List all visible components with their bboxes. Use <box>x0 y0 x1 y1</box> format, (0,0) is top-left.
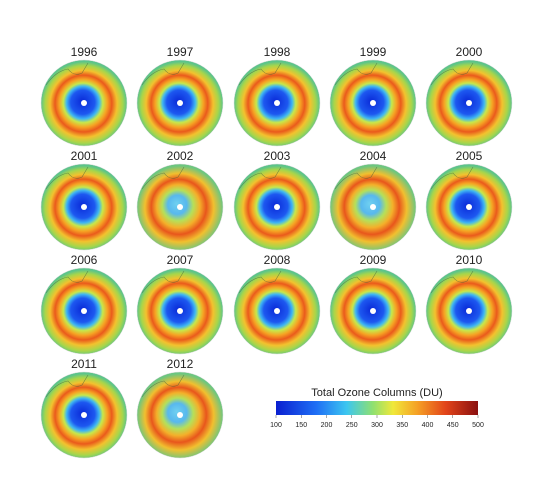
pole-marker <box>370 100 376 106</box>
pole-marker <box>274 204 280 210</box>
map-panel: 1999 <box>329 45 417 147</box>
year-label: 2009 <box>360 253 387 267</box>
colorbar-tick-label: 450 <box>447 422 459 429</box>
year-label: 1996 <box>71 45 98 59</box>
coastline <box>334 270 378 294</box>
coastline <box>45 374 89 398</box>
coastline <box>334 166 378 190</box>
pole-marker <box>81 412 87 418</box>
pole-marker <box>177 100 183 106</box>
coastline <box>238 166 282 190</box>
year-label: 2008 <box>264 253 291 267</box>
coastline <box>334 62 378 86</box>
map-panel: 1998 <box>233 45 321 147</box>
year-label: 2012 <box>167 357 194 371</box>
coastline <box>430 270 474 294</box>
map-panel: 2002 <box>136 149 224 251</box>
map-panel: 2001 <box>40 149 128 251</box>
year-label: 2004 <box>360 149 387 163</box>
pole-marker <box>274 308 280 314</box>
year-label: 1997 <box>167 45 194 59</box>
colorbar-tick-label: 500 <box>472 422 484 429</box>
map-panel: 2011 <box>40 357 128 459</box>
coastline <box>430 62 474 86</box>
pole-marker <box>177 204 183 210</box>
year-label: 2006 <box>71 253 98 267</box>
pole-marker <box>274 100 280 106</box>
pole-marker <box>370 308 376 314</box>
year-label: 2007 <box>167 253 194 267</box>
colorbar-tick-label: 300 <box>371 422 383 429</box>
year-label: 2000 <box>456 45 483 59</box>
map-panel: 2004 <box>329 149 417 251</box>
pole-marker <box>370 204 376 210</box>
pole-marker <box>81 308 87 314</box>
coastline <box>430 166 474 190</box>
coastline <box>238 62 282 86</box>
coastline <box>45 62 89 86</box>
pole-marker <box>466 204 472 210</box>
map-panel: 1997 <box>136 45 224 147</box>
coastline <box>141 166 185 190</box>
map-panel: 2009 <box>329 253 417 355</box>
map-panel: 1996 <box>40 45 128 147</box>
year-label: 2010 <box>456 253 483 267</box>
pole-marker <box>81 204 87 210</box>
colorbar-tick-label: 350 <box>396 422 408 429</box>
map-panel: 2010 <box>425 253 513 355</box>
pole-marker <box>466 100 472 106</box>
year-label: 2011 <box>71 357 97 371</box>
map-panel: 2006 <box>40 253 128 355</box>
coastline <box>141 374 185 398</box>
map-panel: 2008 <box>233 253 321 355</box>
colorbar-tick-label: 400 <box>422 422 434 429</box>
coastline <box>238 270 282 294</box>
year-label: 2002 <box>167 149 194 163</box>
year-label: 1999 <box>360 45 387 59</box>
coastline <box>141 62 185 86</box>
year-label: 2001 <box>71 149 98 163</box>
map-panel: 2003 <box>233 149 321 251</box>
colorbar-tick-label: 100 <box>270 422 282 429</box>
pole-marker <box>177 308 183 314</box>
coastline <box>141 270 185 294</box>
colorbar-tick-label: 250 <box>346 422 358 429</box>
map-panel: 2005 <box>425 149 513 251</box>
map-panel: 2012 <box>136 357 224 459</box>
pole-marker <box>466 308 472 314</box>
pole-marker <box>81 100 87 106</box>
year-label: 2003 <box>264 149 291 163</box>
colorbar-tick-label: 150 <box>295 422 307 429</box>
year-label: 1998 <box>264 45 291 59</box>
colorbar: Total Ozone Columns (DU) 100 150 200 250 300… <box>270 387 484 429</box>
colorbar-tick-label: 200 <box>321 422 333 429</box>
map-panel: 2000 <box>425 45 513 147</box>
year-label: 2005 <box>456 149 483 163</box>
coastline <box>45 270 89 294</box>
colorbar-ramp <box>276 401 478 415</box>
colorbar-title: Total Ozone Columns (DU) <box>311 387 442 399</box>
map-panel: 2007 <box>136 253 224 355</box>
pole-marker <box>177 412 183 418</box>
coastline <box>45 166 89 190</box>
